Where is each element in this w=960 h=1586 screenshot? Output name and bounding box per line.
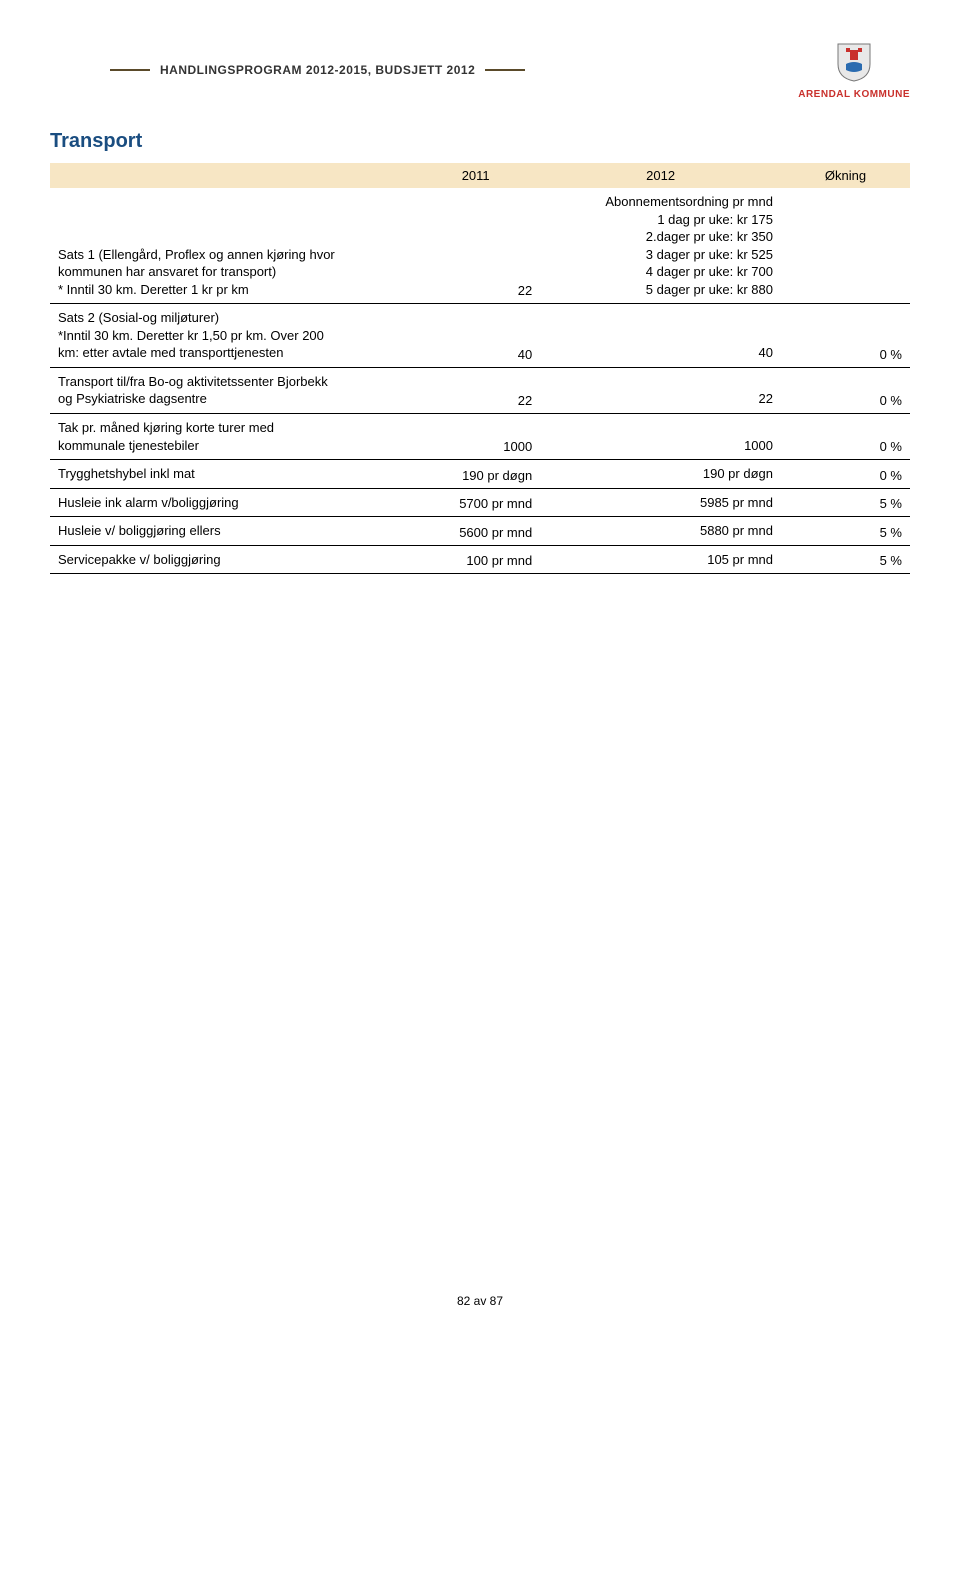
table-row: Trygghetshybel inkl mat190 pr døgn190 pr… [50,460,910,489]
cell-2011: 22 [411,188,540,304]
cell-label: Sats 2 (Sosial-og miljøturer)*Inntil 30 … [50,304,411,368]
cell-2011: 5600 pr mnd [411,517,540,546]
col-header-2012: 2012 [540,163,781,188]
table-row: Husleie v/ boliggjøring ellers5600 pr mn… [50,517,910,546]
page-header: HANDLINGSPROGRAM 2012-2015, BUDSJETT 201… [50,40,910,100]
cell-okning [781,188,910,304]
cell-okning: 0 % [781,460,910,489]
cell-2012: 105 pr mnd [540,545,781,574]
cell-2012: 40 [540,304,781,368]
col-header-okning: Økning [781,163,910,188]
table-header-row: 2011 2012 Økning [50,163,910,188]
cell-label: Trygghetshybel inkl mat [50,460,411,489]
header-title: HANDLINGSPROGRAM 2012-2015, BUDSJETT 201… [160,63,475,77]
logo-block: ARENDAL KOMMUNE [798,40,910,100]
cell-label: Husleie ink alarm v/boliggjøring [50,488,411,517]
cell-okning: 0 % [781,304,910,368]
logo-text: ARENDAL KOMMUNE [798,89,910,100]
col-header-label [50,163,411,188]
cell-label: Transport til/fra Bo-og aktivitetssenter… [50,367,411,413]
rule-left-icon [110,69,150,71]
table-row: Servicepakke v/ boliggjøring100 pr mnd10… [50,545,910,574]
rule-right-icon [485,69,525,71]
cell-2012: Abonnementsordning pr mnd1 dag pr uke: k… [540,188,781,304]
cell-2012: 190 pr døgn [540,460,781,489]
cell-2011: 5700 pr mnd [411,488,540,517]
cell-2012: 1000 [540,414,781,460]
header-left: HANDLINGSPROGRAM 2012-2015, BUDSJETT 201… [50,63,525,77]
cell-label: Sats 1 (Ellengård, Proflex og annen kjør… [50,188,411,304]
cell-2012: 5985 pr mnd [540,488,781,517]
table-row: Tak pr. måned kjøring korte turer medkom… [50,414,910,460]
cell-okning: 0 % [781,414,910,460]
cell-2011: 1000 [411,414,540,460]
cell-2011: 22 [411,367,540,413]
shield-icon [836,40,872,87]
cell-okning: 5 % [781,488,910,517]
cell-2011: 40 [411,304,540,368]
cell-2011: 100 pr mnd [411,545,540,574]
cell-okning: 5 % [781,545,910,574]
page-footer: 82 av 87 [50,1294,910,1308]
table-row: Transport til/fra Bo-og aktivitetssenter… [50,367,910,413]
cell-label: Servicepakke v/ boliggjøring [50,545,411,574]
table-row: Sats 1 (Ellengård, Proflex og annen kjør… [50,188,910,304]
table-row: Sats 2 (Sosial-og miljøturer)*Inntil 30 … [50,304,910,368]
cell-okning: 0 % [781,367,910,413]
col-header-2011: 2011 [411,163,540,188]
cell-2011: 190 pr døgn [411,460,540,489]
cell-2012: 22 [540,367,781,413]
section-title: Transport [50,130,910,153]
cell-2012: 5880 pr mnd [540,517,781,546]
table-row: Husleie ink alarm v/boliggjøring5700 pr … [50,488,910,517]
cell-okning: 5 % [781,517,910,546]
cell-label: Husleie v/ boliggjøring ellers [50,517,411,546]
transport-table: 2011 2012 Økning Sats 1 (Ellengård, Prof… [50,163,910,574]
cell-label: Tak pr. måned kjøring korte turer medkom… [50,414,411,460]
